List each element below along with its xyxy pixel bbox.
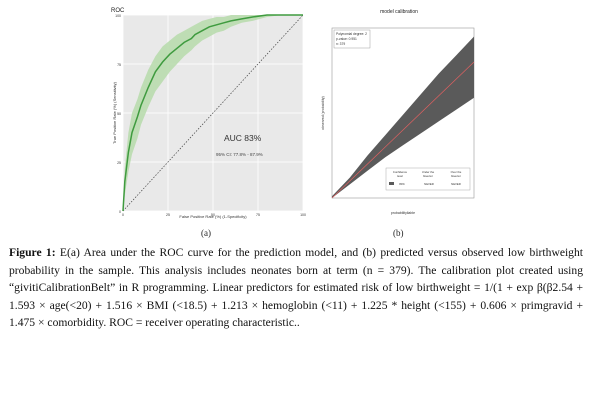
calibration-y-axis-label: observed (probability) [321, 96, 325, 130]
roc-x-axis-label: False Positive Rate (%) (1-Specificity) [179, 214, 247, 219]
calibration-x-axis-label: probabilityliable [391, 211, 415, 215]
calibration-title: model calibration [380, 9, 418, 15]
calibration-table-header: Over the [451, 170, 462, 174]
calibration-bisector-line [331, 61, 475, 199]
roc-chart-panel: ROC 0 25 50 75 100 0 25 50 75 100 AUC 83% 95% CI: 77… [110, 4, 306, 222]
calibration-table-cell: NEVER [424, 182, 434, 186]
calibration-table-cell: 80% [399, 182, 405, 186]
roc-xtick-label: 25 [166, 213, 170, 217]
roc-curve [122, 14, 303, 212]
calibration-table-header: bisector [423, 174, 433, 178]
roc-xtick-label: 100 [300, 213, 306, 217]
calibration-legend-line: n: 379 [336, 42, 345, 46]
figure-caption: Figure 1: E(a) Area under the ROC curve … [9, 244, 583, 332]
roc-confidence-band [123, 15, 303, 211]
roc-ytick-label: 100 [115, 14, 121, 18]
calibration-legend-line: p-value: 0.951 [336, 37, 357, 41]
calibration-table-swatch [389, 182, 394, 185]
calibration-table-header: level [397, 174, 403, 178]
calibration-legend-line: Polynomial degree: 2 [336, 32, 367, 36]
roc-xtick-label: 0 [122, 213, 124, 217]
roc-ytick-label: 25 [117, 161, 121, 165]
roc-chance-line [122, 14, 304, 212]
calibration-belt [332, 36, 474, 198]
calibration-chart-panel: model calibration Polynomial degree: 2 p-v… [316, 4, 482, 220]
roc-y-axis-label: True Positive Rate (%) (Sensitivity) [112, 81, 117, 144]
roc-ytick-label: 0 [119, 210, 121, 214]
calibration-table-header: Under the [422, 170, 435, 174]
panel-a-label: (a) [201, 228, 211, 238]
roc-title: ROC [111, 8, 125, 14]
roc-ytick-label: 75 [117, 63, 121, 67]
caption-text: E(a) Area under the ROC curve for the pr… [9, 246, 583, 329]
calibration-legend-box [333, 29, 371, 49]
calibration-table-header: Confidence [393, 170, 408, 174]
calibration-table [385, 167, 471, 191]
roc-auc-text: AUC 83% [224, 133, 262, 143]
calibration-table-header: bisector [451, 174, 461, 178]
roc-xtick-label: 50 [211, 213, 215, 217]
calibration-chart: model calibration Polynomial degree: 2p-v… [321, 9, 475, 215]
calibration-table-cell: NEVER [451, 182, 461, 186]
panel-b-label: (b) [393, 228, 404, 238]
roc-xtick-label: 75 [256, 213, 260, 217]
caption-lead: Figure 1: [9, 246, 56, 259]
roc-ytick-label: 50 [117, 112, 121, 116]
roc-ci-text: 95% CI: 77.8% - 87.9% [216, 152, 263, 157]
